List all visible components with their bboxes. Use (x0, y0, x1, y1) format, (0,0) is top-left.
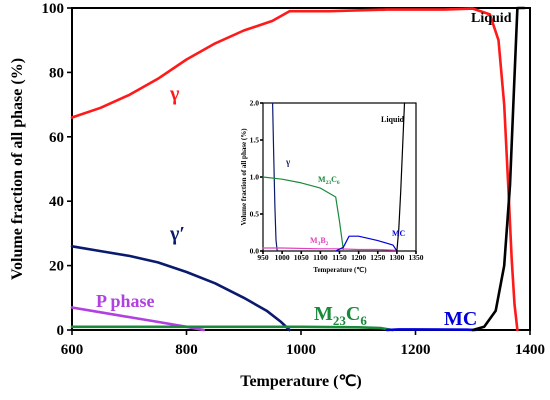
m23c6-label-sub1: 23 (333, 313, 347, 328)
inset-m3b2-m: M (310, 236, 318, 245)
main-series-group (70, 6, 526, 332)
main-y-tick-label: 100 (42, 1, 65, 17)
main-series-prime (70, 245, 291, 332)
inset-m3b2-b: B (320, 236, 326, 245)
gamma-label: γ (169, 83, 180, 105)
main-series-mc (385, 328, 477, 332)
inset-series-mc (335, 235, 398, 252)
inset-liquid-label: Liquid (381, 115, 405, 124)
liquid-label: Liquid (471, 11, 512, 26)
main-series-series (70, 7, 519, 332)
main-y-tick-label: 20 (49, 259, 64, 275)
p-phase-label: P phase (96, 291, 155, 311)
inset-series-liquid (396, 102, 406, 252)
inset-y-tick-label: 2.0 (250, 99, 260, 108)
y-axis-title: Volume fraction of all phase (%) (9, 58, 26, 280)
main-x-tick-label: 800 (175, 342, 198, 358)
x-axis-title: Temperature (℃) (240, 373, 362, 390)
inset-m3b2-sub2: 2 (326, 241, 329, 247)
inset-m3b2-label: M3B2 (310, 236, 329, 247)
main-series-m-c (70, 325, 394, 332)
main-series-liquid (471, 6, 526, 332)
inset-x-tick-label: 1000 (275, 253, 290, 262)
inset-m23c6-sub2: 6 (337, 180, 340, 186)
inset-x-tick-label: 950 (257, 253, 269, 262)
m23c6-label-sub2: 6 (360, 313, 367, 328)
inset-m23c6-m: M (318, 175, 326, 184)
main-y-tick-label: 0 (57, 323, 65, 339)
inset-x-axis-title: Temperature (℃) (313, 266, 367, 274)
inset-x-tick-label: 1300 (389, 253, 404, 262)
m23c6-label: M23C6 (314, 303, 367, 328)
m23c6-label-c: C (346, 303, 360, 325)
main-y-tick-label: 40 (49, 194, 64, 210)
main-x-tick-label: 1000 (286, 342, 316, 358)
inset-x-tick-label: 1100 (313, 253, 328, 262)
main-x-tick-label: 1400 (515, 342, 545, 358)
inset-x-tick-label: 1150 (332, 253, 347, 262)
inset-m23c6-sub1: 23 (326, 180, 332, 186)
inset-m23c6-c: C (331, 175, 337, 184)
inset-y-axis-title: Volume fraction of all phase (%) (240, 128, 248, 226)
main-y-tick-label: 60 (49, 130, 64, 146)
m23c6-label-m: M (314, 303, 333, 325)
inset-y-tick-label: 0.5 (250, 210, 260, 219)
mc-label: MC (444, 308, 477, 330)
inset-x-tick-label: 1350 (409, 253, 424, 262)
gamma-prime-label: γ′ (169, 223, 185, 245)
main-ticks: 600 800 1000 1200 1400 0 20 40 60 80 100 (42, 1, 546, 358)
inset-gamma-label: γ (285, 157, 291, 167)
main-x-tick-label: 600 (61, 342, 84, 358)
inset-series-m-c (262, 176, 344, 251)
inset-x-tick-label: 1050 (294, 253, 309, 262)
inset-y-tick-label: 0.0 (250, 247, 260, 256)
main-y-tick-label: 80 (49, 65, 64, 81)
inset-mc-label: MC (392, 229, 406, 238)
inset-series-prime (272, 102, 278, 252)
inset-ticks: 950 1000 1050 1100 1150 1200 1250 1300 1350 0.0 0.… (250, 99, 424, 263)
inset-y-tick-label: 1.5 (250, 136, 260, 145)
inset-y-tick-label: 1.0 (250, 173, 260, 182)
inset-series-group (262, 102, 406, 252)
main-x-tick-label: 1200 (401, 342, 431, 358)
inset-background (230, 100, 420, 276)
inset-m23c6-label: M23C6 (318, 175, 340, 186)
inset-m3b2-sub1: 3 (318, 241, 321, 247)
inset-x-tick-label: 1200 (351, 253, 366, 262)
inset-x-tick-label: 1250 (370, 253, 385, 262)
